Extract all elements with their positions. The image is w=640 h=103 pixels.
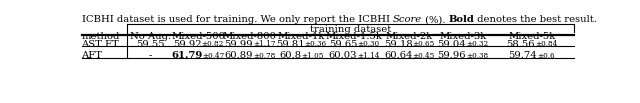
Text: ±0.30: ±0.30 — [358, 40, 380, 49]
Text: ±0.38: ±0.38 — [466, 52, 488, 60]
Text: 59.65: 59.65 — [329, 40, 358, 49]
Text: method: method — [81, 32, 120, 41]
Text: Mixed-800: Mixed-800 — [223, 32, 276, 41]
Text: ±1.17: ±1.17 — [253, 40, 275, 49]
Text: 59.18: 59.18 — [384, 40, 413, 49]
Text: AFT: AFT — [81, 51, 102, 60]
Text: Score: Score — [393, 15, 422, 24]
Text: 59.04: 59.04 — [437, 40, 466, 49]
Text: Bold: Bold — [449, 15, 474, 24]
Text: 61.79: 61.79 — [172, 51, 203, 60]
Text: 60.89: 60.89 — [225, 51, 253, 60]
Text: 59.55: 59.55 — [136, 40, 164, 49]
Text: ±0.47: ±0.47 — [203, 52, 225, 60]
Text: Mixed-500: Mixed-500 — [171, 32, 225, 41]
Text: -: - — [148, 51, 152, 60]
Text: ±0.32: ±0.32 — [466, 40, 488, 49]
Text: Mixed-1k: Mixed-1k — [278, 32, 325, 41]
Text: Mixed-1.5k: Mixed-1.5k — [326, 32, 383, 41]
Text: AST FT: AST FT — [81, 40, 119, 49]
Text: 60.03: 60.03 — [329, 51, 357, 60]
Text: ±0.36: ±0.36 — [305, 40, 326, 49]
Text: ±0.84: ±0.84 — [535, 40, 557, 49]
Text: denotes the best result.: denotes the best result. — [474, 15, 597, 24]
Text: Mixed-5k: Mixed-5k — [508, 32, 556, 41]
Text: ±0.6: ±0.6 — [538, 52, 555, 60]
Text: ±0.78: ±0.78 — [253, 52, 275, 60]
Text: 59.96: 59.96 — [438, 51, 466, 60]
Text: ±0.45: ±0.45 — [413, 52, 435, 60]
Text: 59.99: 59.99 — [224, 40, 253, 49]
Text: 60.64: 60.64 — [384, 51, 413, 60]
Text: (%).: (%). — [422, 15, 449, 24]
Text: 60.8: 60.8 — [279, 51, 301, 60]
Text: ICBHI dataset is used for training. We only report the ICBHI: ICBHI dataset is used for training. We o… — [81, 15, 393, 24]
Text: 58.56: 58.56 — [506, 40, 535, 49]
Text: 59.81: 59.81 — [276, 40, 305, 49]
Text: Mixed-2k: Mixed-2k — [386, 32, 433, 41]
Text: 59.74: 59.74 — [509, 51, 538, 60]
Text: Mixed-3k: Mixed-3k — [439, 32, 486, 41]
Text: ±1.05: ±1.05 — [301, 52, 323, 60]
Text: No Aug.: No Aug. — [129, 32, 171, 41]
Text: ±1.14: ±1.14 — [357, 52, 380, 60]
Text: ±0.65: ±0.65 — [413, 40, 435, 49]
Text: 59.92: 59.92 — [173, 40, 202, 49]
Text: training dataset: training dataset — [310, 25, 392, 34]
Text: ±0.82: ±0.82 — [202, 40, 223, 49]
